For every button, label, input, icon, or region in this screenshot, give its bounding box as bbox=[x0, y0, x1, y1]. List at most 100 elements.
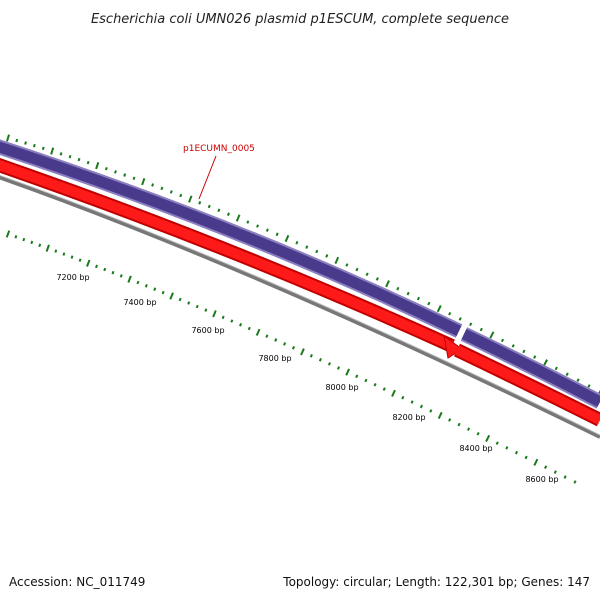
scale-tick-minor bbox=[274, 338, 278, 342]
outer-tick-minor bbox=[365, 272, 369, 277]
scale-tick-major bbox=[255, 328, 261, 336]
outer-tick-major bbox=[542, 359, 548, 367]
scale-tick-minor bbox=[419, 404, 424, 409]
scale-tick-minor bbox=[247, 326, 251, 331]
scale-tick-minor bbox=[22, 237, 26, 242]
scale-tick-minor bbox=[38, 243, 42, 248]
outer-tick-minor bbox=[132, 176, 136, 181]
outer-tick-minor bbox=[576, 378, 580, 382]
scale-tick-minor bbox=[204, 308, 208, 312]
scale-tick-minor bbox=[144, 284, 148, 288]
scale-tick-minor bbox=[336, 366, 341, 370]
outer-tick-minor bbox=[114, 170, 117, 174]
outer-tick-minor bbox=[500, 338, 505, 343]
outer-tick-minor bbox=[345, 263, 349, 267]
scale-tick-minor bbox=[103, 267, 107, 272]
scale-tick-minor bbox=[62, 252, 66, 256]
scale-tick-minor bbox=[309, 354, 313, 358]
outer-tick-minor bbox=[265, 228, 269, 232]
outer-tick-minor bbox=[416, 296, 421, 301]
sequence-backbone bbox=[0, 175, 600, 439]
outer-tick-minor bbox=[123, 173, 127, 177]
scale-tick-minor bbox=[111, 270, 115, 275]
outer-tick-minor bbox=[375, 277, 379, 281]
outer-tick-minor bbox=[169, 190, 173, 194]
scale-label: 8600 bp bbox=[525, 475, 558, 484]
outer-tick-minor bbox=[355, 267, 359, 272]
outer-tick-minor bbox=[104, 166, 108, 171]
outer-tick-minor bbox=[565, 372, 569, 377]
outer-tick-minor bbox=[68, 154, 72, 159]
outer-tick-major bbox=[141, 177, 146, 186]
outer-tick-minor bbox=[275, 232, 279, 237]
scale-tick-minor bbox=[178, 297, 182, 302]
scale-tick-minor bbox=[495, 441, 499, 445]
scale-tick-minor bbox=[70, 255, 74, 259]
outer-tick-minor bbox=[160, 186, 164, 191]
scale-tick-minor bbox=[382, 387, 386, 391]
outer-tick-major bbox=[235, 214, 241, 222]
scale-tick-minor bbox=[153, 287, 157, 291]
gene-label[interactable]: p1ECUMN_0005 bbox=[183, 144, 255, 154]
outer-tick-major bbox=[489, 331, 495, 339]
scale-tick-minor bbox=[318, 358, 322, 362]
outer-tick-minor bbox=[246, 220, 250, 224]
outer-tick-minor bbox=[587, 384, 591, 388]
scale-labels: 7200 bp 7400 bp 7600 bp 7800 bp 8000 bp 8200 … bbox=[56, 273, 558, 484]
scale-tick-marks bbox=[5, 230, 577, 484]
outer-tick-minor bbox=[533, 355, 537, 359]
scale-tick-minor bbox=[514, 450, 519, 455]
scale-tick-minor bbox=[187, 301, 191, 305]
scale-label: 8400 bp bbox=[459, 444, 492, 453]
scale-tick-minor bbox=[373, 382, 377, 387]
scale-tick-minor bbox=[410, 400, 414, 404]
outer-tick-major bbox=[436, 305, 442, 313]
outer-tick-minor bbox=[406, 291, 410, 296]
scale-tick-minor bbox=[54, 249, 58, 253]
outer-tick-minor bbox=[427, 301, 431, 306]
scale-tick-minor bbox=[78, 258, 82, 262]
outer-tick-minor bbox=[295, 240, 299, 245]
scale-tick-major bbox=[212, 310, 217, 318]
scale-tick-minor bbox=[230, 319, 234, 323]
outer-tick-minor bbox=[511, 344, 515, 348]
scale-tick-major bbox=[127, 275, 132, 283]
outer-tick-minor bbox=[448, 311, 452, 316]
scale-tick-minor bbox=[327, 362, 332, 366]
scale-tick-major bbox=[391, 389, 396, 397]
outer-tick-minor bbox=[479, 327, 483, 332]
scale-tick-minor bbox=[265, 334, 269, 338]
outer-tick-minor bbox=[305, 245, 309, 249]
outer-tick-minor bbox=[151, 183, 155, 187]
scale-label: 7200 bp bbox=[56, 273, 89, 282]
reverse-gene-arrowhead bbox=[443, 334, 463, 359]
scale-tick-minor bbox=[544, 465, 548, 469]
outer-tick-minor bbox=[315, 249, 319, 254]
scale-tick-minor bbox=[161, 290, 165, 295]
scale-tick-major bbox=[45, 244, 50, 252]
scale-tick-minor bbox=[119, 274, 123, 278]
scale-tick-minor bbox=[355, 374, 359, 379]
scale-tick-minor bbox=[505, 446, 509, 450]
scale-tick-minor bbox=[364, 378, 368, 383]
topology-summary-text: Topology: circular; Length: 122,301 bp; … bbox=[282, 575, 590, 589]
scale-tick-minor bbox=[30, 240, 34, 245]
scale-label: 8200 bp bbox=[392, 413, 425, 422]
outer-tick-minor bbox=[24, 141, 27, 145]
outer-tick-minor bbox=[396, 286, 400, 291]
scale-tick-minor bbox=[221, 315, 225, 320]
outer-tick-minor bbox=[522, 349, 526, 354]
scale-tick-minor bbox=[291, 346, 296, 350]
outer-tick-minor bbox=[458, 317, 462, 321]
scale-tick-major bbox=[5, 230, 11, 238]
outer-tick-minor bbox=[41, 146, 45, 151]
scale-tick-minor bbox=[524, 455, 528, 460]
scale-label: 8000 bp bbox=[325, 383, 358, 392]
sequence-backbone-highlight bbox=[0, 175, 600, 436]
scale-tick-major bbox=[345, 368, 351, 376]
outer-tick-minor bbox=[77, 157, 81, 162]
forward-gene-feature-fill bbox=[0, 141, 462, 336]
outer-tick-minor bbox=[256, 224, 260, 228]
